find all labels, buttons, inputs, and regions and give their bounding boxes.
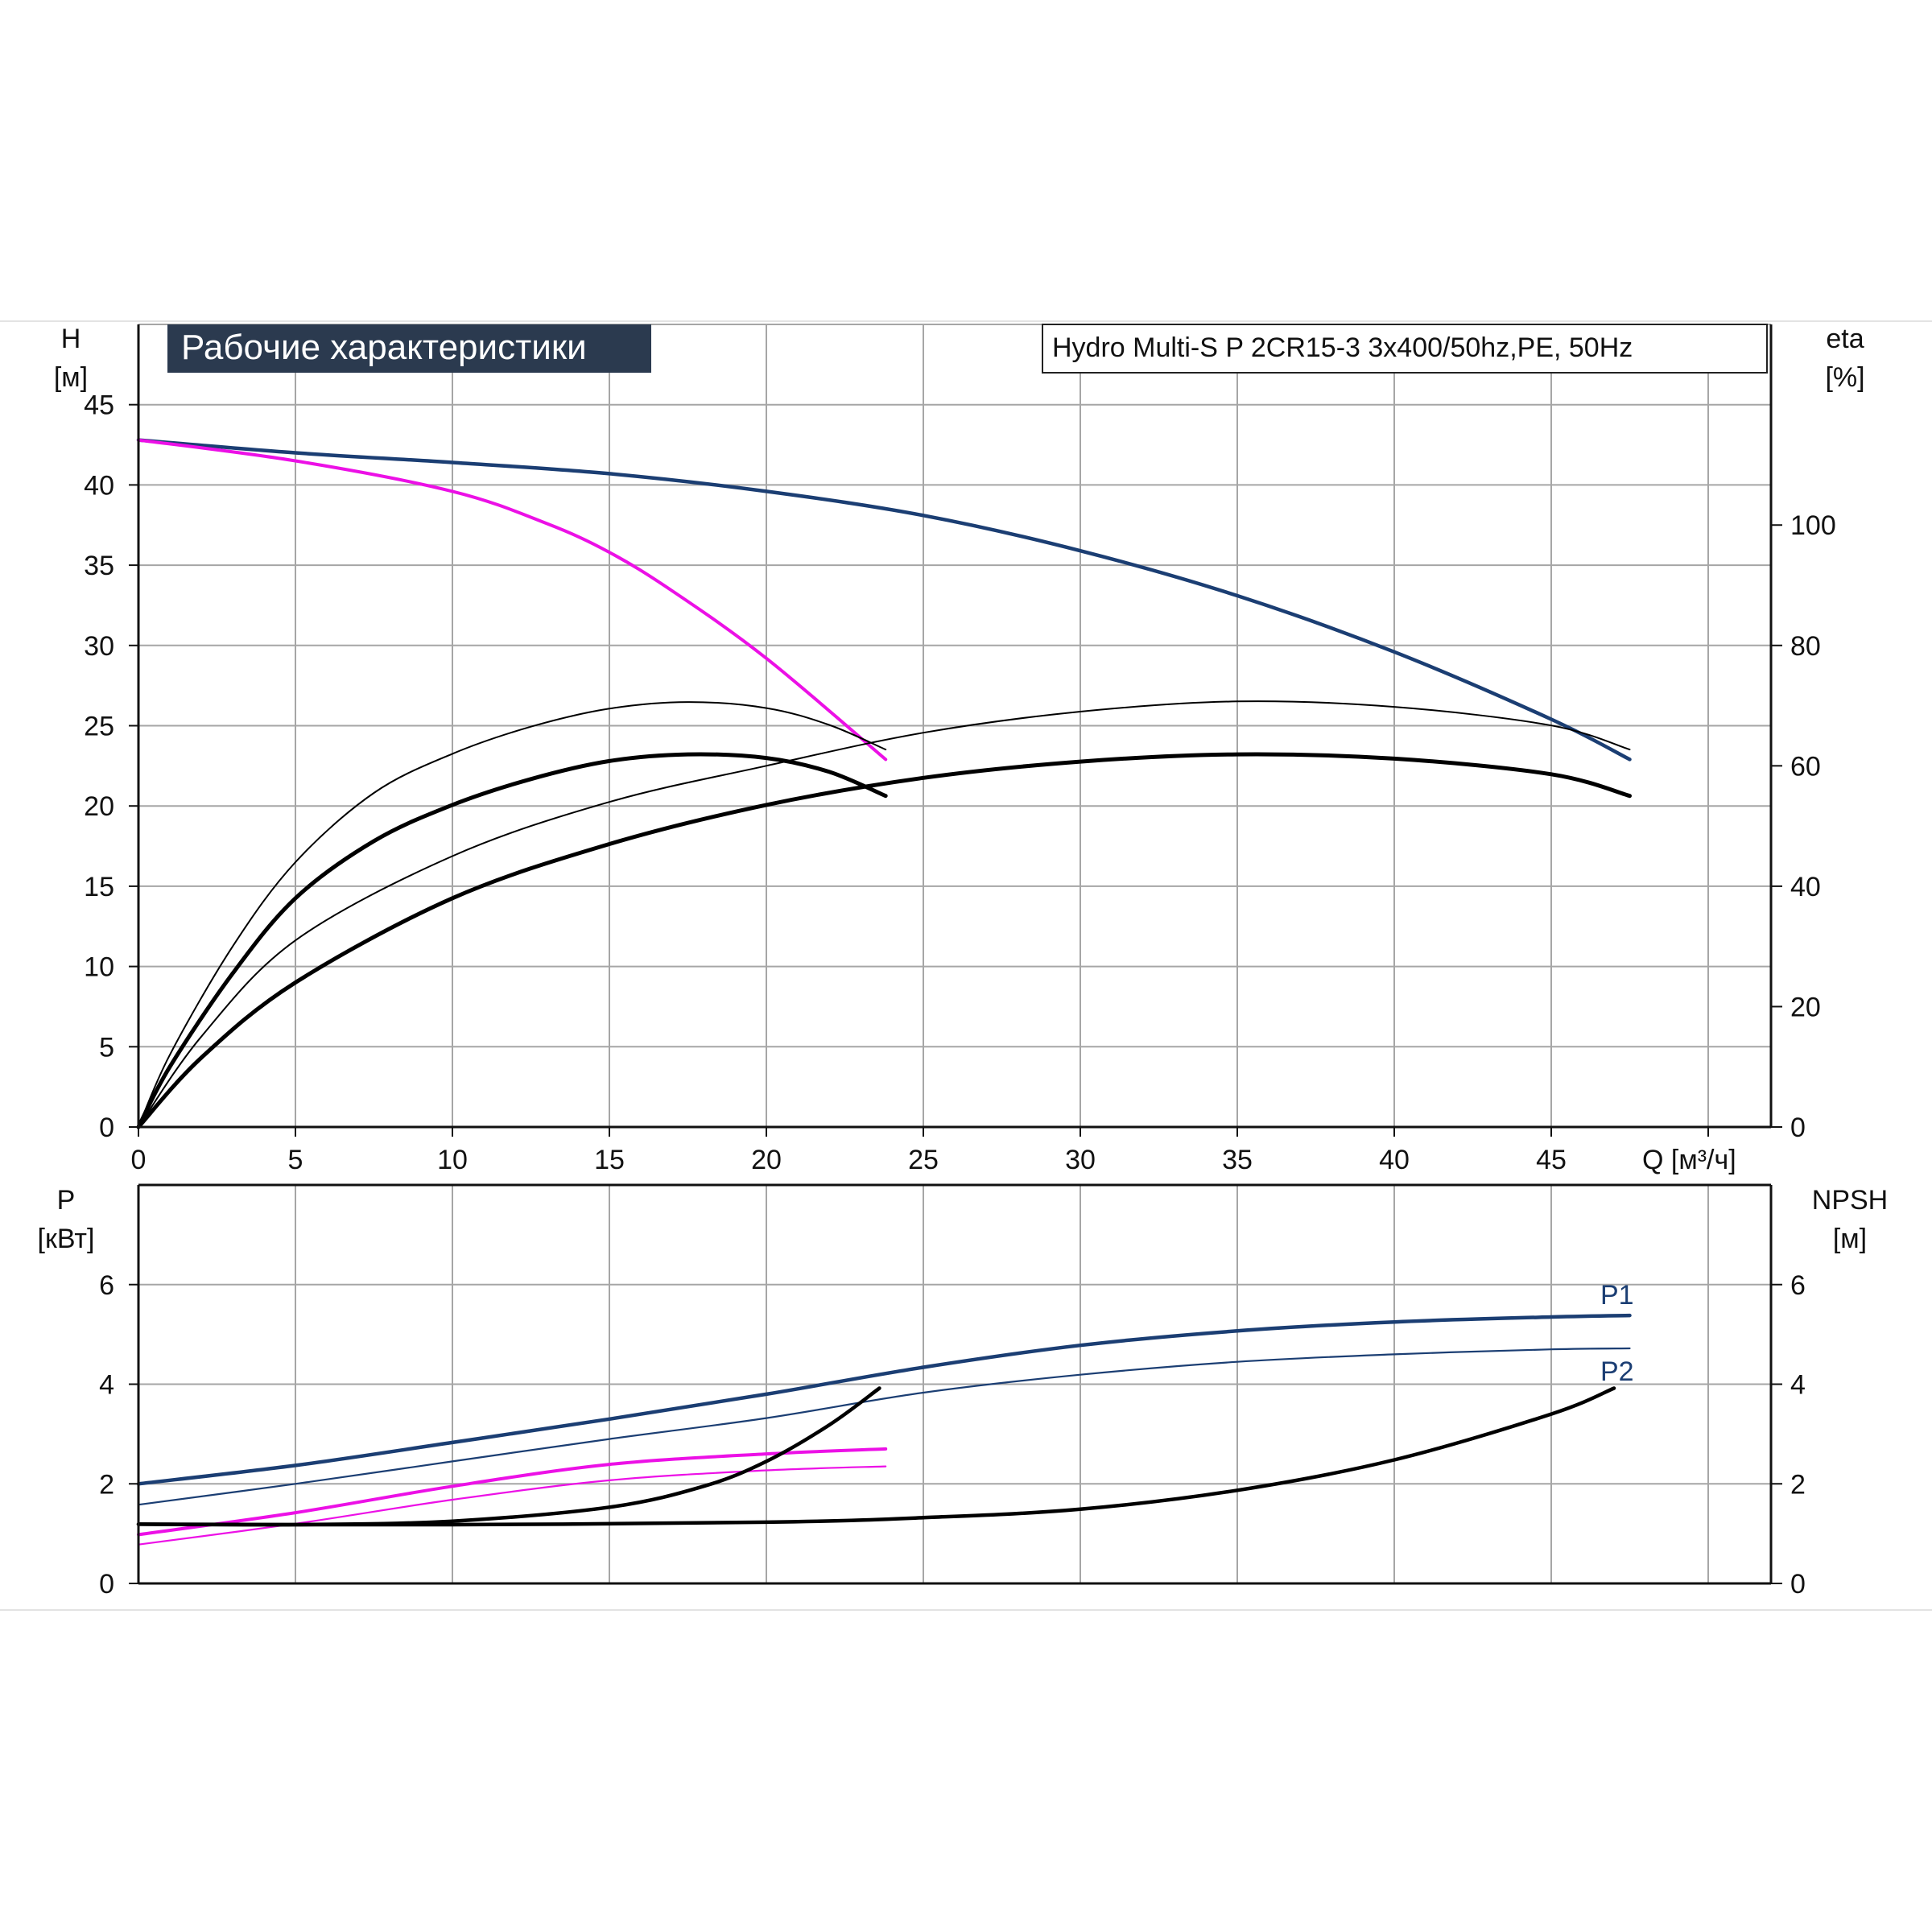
y-axis-unit: [м]	[54, 362, 88, 393]
y-tick-label: 20	[84, 791, 114, 822]
top-chart-series	[136, 438, 1632, 1129]
head-efficiency-series-4	[138, 700, 1631, 1128]
bottom-y-tick-label: 6	[99, 1270, 114, 1301]
bottom-chart-series	[136, 1313, 1632, 1546]
chart-title: Рабочие характеристики	[181, 328, 587, 367]
model-label-box	[1042, 324, 1768, 374]
power-npsh-series-3	[137, 1465, 887, 1546]
power-npsh-series-p2	[136, 1386, 1616, 1527]
bottom-y2-tick-label: 6	[1790, 1270, 1806, 1301]
power-npsh-series-2	[137, 1447, 888, 1537]
y-axis-label: H	[61, 324, 81, 354]
y-tick-label: 35	[84, 551, 114, 581]
x-tick-label: 25	[908, 1145, 939, 1175]
y-tick-label: 10	[84, 952, 114, 983]
y2-tick-label: 60	[1790, 751, 1821, 782]
p2-annotation: P2	[1600, 1356, 1634, 1387]
x-tick-label: 0	[131, 1145, 147, 1175]
x-tick-label: 45	[1536, 1145, 1567, 1175]
y-tick-label: 40	[84, 470, 114, 501]
y-tick-label: 30	[84, 631, 114, 662]
x-tick-label: 20	[751, 1145, 782, 1175]
bottom-y2-tick-label: 0	[1790, 1569, 1806, 1600]
power-npsh-series-p1	[136, 1313, 1632, 1486]
bottom-y-tick-label: 4	[99, 1370, 114, 1401]
bottom-chart-grid	[138, 1185, 1771, 1583]
bottom-y2-axis-label: NPSH	[1812, 1185, 1888, 1216]
x-tick-label: 5	[288, 1145, 303, 1175]
y-tick-label: 5	[99, 1032, 114, 1063]
power-npsh-series-4	[136, 1386, 881, 1527]
y-tick-label: 45	[84, 390, 114, 421]
y2-axis-label: eta	[1826, 324, 1864, 354]
model-label: Hydro Multi-S P 2CR15-3 3x400/50hz,PE, 5…	[1052, 332, 1633, 363]
x-tick-label: 40	[1379, 1145, 1410, 1175]
top-chart-grid	[0, 320, 1932, 1611]
chart-title-banner	[167, 324, 651, 373]
y-tick-label: 0	[99, 1113, 114, 1143]
y-tick-label: 15	[84, 872, 114, 902]
x-tick-label: 15	[594, 1145, 625, 1175]
x-tick-label: 30	[1065, 1145, 1096, 1175]
y2-tick-label: 40	[1790, 872, 1821, 902]
x-tick-label: 35	[1222, 1145, 1253, 1175]
bottom-y2-axis-unit: [м]	[1833, 1224, 1867, 1254]
bottom-y2-tick-label: 4	[1790, 1370, 1806, 1401]
bottom-y-tick-label: 2	[99, 1469, 114, 1500]
head-efficiency-series-2	[138, 701, 887, 1128]
p1-annotation: P1	[1600, 1280, 1634, 1311]
power-npsh-series-1	[137, 1347, 1631, 1506]
bottom-y-axis-unit: [кВт]	[38, 1224, 95, 1254]
y2-tick-label: 80	[1790, 631, 1821, 662]
bottom-y2-tick-label: 2	[1790, 1469, 1806, 1500]
y2-tick-label: 0	[1790, 1113, 1806, 1143]
head-efficiency-series-3	[136, 752, 888, 1129]
y2-tick-label: 20	[1790, 992, 1821, 1022]
bottom-y-axis-label: P	[57, 1185, 76, 1216]
bottom-y-tick-label: 0	[99, 1569, 114, 1600]
y2-tick-label: 100	[1790, 510, 1836, 541]
x-tick-label: 10	[437, 1145, 468, 1175]
chart-axes	[129, 324, 1782, 1585]
head-efficiency-series-1	[137, 438, 888, 762]
x-axis-label: Q [м³/ч]	[1642, 1145, 1736, 1175]
head-efficiency-series-5	[136, 752, 1632, 1129]
head-efficiency-series-0	[136, 438, 1632, 762]
y2-axis-unit: [%]	[1825, 362, 1864, 393]
y-tick-label: 25	[84, 712, 114, 742]
